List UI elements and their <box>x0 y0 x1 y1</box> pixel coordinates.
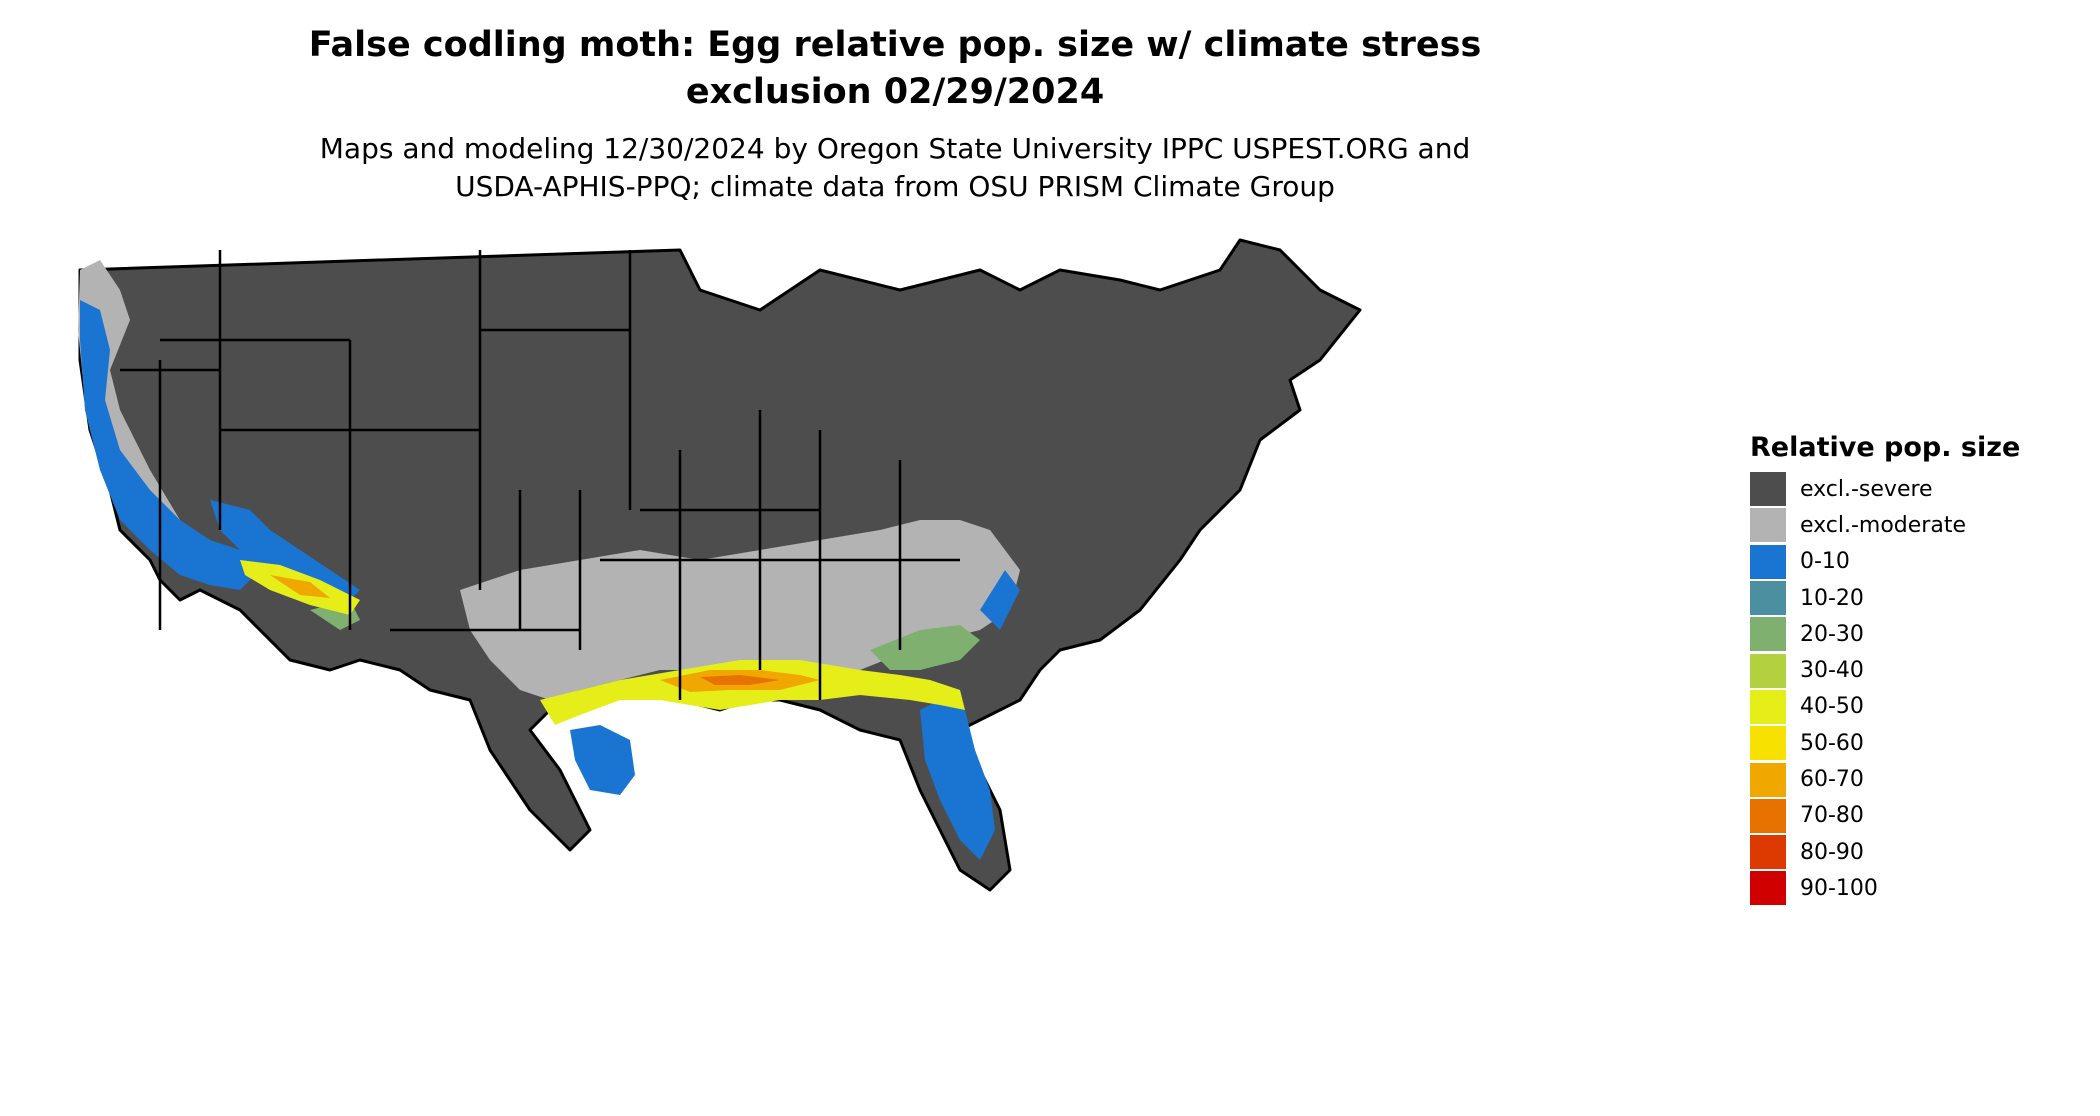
map-legend: Relative pop. size excl.-severe excl.-mod… <box>1750 432 2020 907</box>
legend-item: 90-100 <box>1750 870 2020 906</box>
legend-item: 20-30 <box>1750 616 2020 652</box>
legend-swatch <box>1750 653 1786 688</box>
legend-swatch <box>1750 617 1786 652</box>
legend-item: 60-70 <box>1750 761 2020 797</box>
legend-swatch <box>1750 472 1786 507</box>
legend-label: 30-40 <box>1800 658 1864 684</box>
legend-swatch <box>1750 689 1786 724</box>
legend-title: Relative pop. size <box>1750 432 2021 463</box>
subtitle-line-1: Maps and modeling 12/30/2024 by Oregon S… <box>319 132 1471 165</box>
legend-swatch <box>1750 871 1786 906</box>
title-line-1: False codling moth: Egg relative pop. si… <box>308 25 1482 65</box>
region-excl-moderate-west <box>78 260 200 570</box>
region-0-10-atlantic <box>980 570 1020 630</box>
legend-swatch <box>1750 762 1786 797</box>
legend-swatch <box>1750 581 1786 616</box>
legend-label: excl.-severe <box>1800 476 1933 502</box>
legend-item: 30-40 <box>1750 652 2020 688</box>
legend-item: 10-20 <box>1750 580 2020 616</box>
us-map <box>78 238 1362 892</box>
legend-item: 70-80 <box>1750 798 2020 834</box>
legend-label: 10-20 <box>1800 585 1864 611</box>
legend-label: 50-60 <box>1800 730 1864 756</box>
legend-item: 80-90 <box>1750 834 2020 870</box>
legend-swatch <box>1750 798 1786 833</box>
region-60-70-arizona <box>270 575 330 598</box>
legend-label: 80-90 <box>1800 839 1864 865</box>
legend-swatch <box>1750 726 1786 761</box>
map-subtitle: Maps and modeling 12/30/2024 by Oregon S… <box>0 130 1790 206</box>
subtitle-line-2: USDA-APHIS-PPQ; climate data from OSU PR… <box>455 170 1335 203</box>
legend-item: 0-10 <box>1750 544 2020 580</box>
legend-label: 40-50 <box>1800 694 1864 720</box>
title-line-2: exclusion 02/29/2024 <box>685 72 1105 112</box>
legend-label: 0-10 <box>1800 549 1850 575</box>
legend-swatch <box>1750 544 1786 579</box>
legend-swatch <box>1750 835 1786 870</box>
legend-label: 70-80 <box>1800 803 1864 829</box>
map-title: False codling moth: Egg relative pop. si… <box>0 22 1790 116</box>
region-0-10-pacific <box>80 300 260 590</box>
legend-item: 50-60 <box>1750 725 2020 761</box>
region-20-30-southeast <box>870 625 980 670</box>
legend-label: 90-100 <box>1800 875 1878 901</box>
legend-swatch <box>1750 508 1786 543</box>
legend-item: excl.-moderate <box>1750 507 2020 543</box>
region-70-80-gulf <box>700 675 780 685</box>
legend-label: 20-30 <box>1800 621 1864 647</box>
legend-items: excl.-severe excl.-moderate 0-10 10-20 20-30… <box>1750 471 2020 907</box>
legend-item: 40-50 <box>1750 689 2020 725</box>
legend-item: excl.-severe <box>1750 471 2020 507</box>
state-borders <box>120 250 960 700</box>
map-header: False codling moth: Egg relative pop. si… <box>0 22 1790 206</box>
region-0-10-texas <box>570 725 635 795</box>
region-0-10-florida <box>920 700 995 860</box>
region-40-50-gulf <box>540 660 965 725</box>
legend-label: excl.-moderate <box>1800 512 1966 538</box>
legend-label: 60-70 <box>1800 767 1864 793</box>
